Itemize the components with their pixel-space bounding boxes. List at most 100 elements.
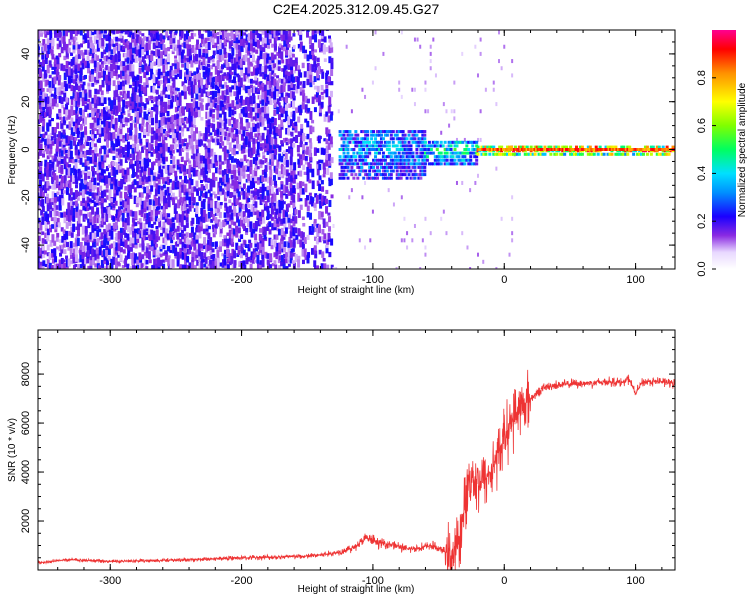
spectrogram-cell (352, 162, 356, 166)
spectrogram-cell (58, 109, 62, 117)
spectrogram-cell (620, 145, 624, 149)
spectrogram-cell (145, 148, 149, 156)
spectrogram-cell (330, 111, 334, 116)
spectrogram-cell (42, 92, 46, 99)
spectrogram-cell (231, 248, 235, 257)
spectrogram-cell (247, 122, 251, 129)
spectrogram-cell (51, 127, 55, 135)
spectrogram-cell (46, 110, 50, 117)
spectrogram-cell (51, 258, 55, 264)
spectrogram-cell (105, 139, 109, 148)
spectrogram-cell (74, 169, 78, 178)
spectrogram-cell (81, 237, 85, 241)
spectrogram-cell (231, 39, 235, 45)
spectrogram-cell (233, 144, 237, 149)
spectrogram-cell (98, 196, 102, 201)
spectrogram-cell (247, 209, 251, 218)
spectrogram-cell (188, 135, 192, 139)
spectrogram-cell (275, 206, 279, 215)
spectrogram-cell (461, 231, 464, 236)
spectrogram-cell (138, 252, 142, 261)
spectrogram-cell (282, 209, 286, 218)
spectrogram-cell (284, 110, 288, 120)
spectrogram-cell (47, 102, 51, 108)
spectrogram-cell (216, 141, 220, 146)
spectrogram-cell (405, 176, 409, 180)
spectrogram-cell (283, 38, 287, 47)
spectrogram-cell (91, 167, 95, 177)
spectrogram-cell (136, 174, 140, 179)
spectrogram-cell (38, 203, 41, 211)
spectrogram-cell (277, 128, 281, 136)
spectrogram-cell (119, 210, 123, 216)
spectrogram-cell (306, 30, 310, 32)
spectrogram-cell (244, 136, 248, 145)
spectrogram-cell (395, 148, 399, 151)
spectrogram-cell (68, 82, 72, 89)
spectrogram-cell (318, 159, 322, 163)
spectrogram-cell (91, 140, 95, 148)
spectrogram-cell (72, 121, 76, 127)
spectrogram-cell (209, 242, 213, 251)
spectrogram-cell (126, 148, 130, 158)
spectrogram-cell (172, 231, 176, 236)
spectrogram-cell (128, 153, 132, 158)
spectrogram-cell (266, 142, 270, 151)
spectrogram-cell (58, 90, 62, 96)
spectrogram-cell (59, 116, 63, 120)
spectrogram-cell (395, 267, 398, 269)
spectrogram-cell (92, 183, 96, 192)
spectrogram-cell (103, 198, 107, 203)
spectrogram-cell (231, 209, 235, 213)
spectrogram-cell (110, 161, 114, 165)
spectrogram-cell (134, 80, 138, 89)
spectrogram-cell (245, 174, 249, 178)
spectrogram-cell (258, 95, 262, 100)
spectrogram-cell (131, 257, 135, 266)
spectrogram-cell (395, 165, 399, 169)
spectrogram-cell (48, 185, 52, 189)
spectrogram-cell (172, 163, 176, 169)
spectrogram-cell (96, 214, 100, 224)
figure-title: C2E4.2025.312.09.45.G27 (273, 1, 440, 17)
spectrogram-cell (195, 212, 199, 218)
spectrogram-cell (129, 209, 133, 217)
spectrogram-cell (135, 196, 139, 204)
spectrogram-cell (246, 218, 250, 228)
spectrogram-cell (232, 39, 236, 49)
spectrogram-cell (160, 226, 164, 231)
spectrogram-cell (117, 252, 121, 258)
spectrogram-cell (288, 221, 292, 230)
spectrogram-cell (405, 155, 409, 159)
spectrogram-cell (266, 89, 270, 96)
spectrogram-cell (278, 114, 282, 121)
spectrogram-cell (328, 133, 332, 141)
spectrogram-cell (207, 68, 211, 77)
spectrogram-cell (223, 158, 227, 164)
spectrogram-cell (301, 30, 305, 32)
spectrogram-cell (39, 80, 43, 89)
spectrogram-cell (242, 99, 246, 106)
spectrogram-cell (322, 162, 326, 170)
spectrogram-cell (285, 58, 289, 66)
spectrogram-cell (256, 112, 260, 119)
spectrogram-cell (457, 140, 461, 144)
spectrogram-cell (129, 158, 133, 165)
spectrogram-cell (423, 158, 427, 162)
spectrogram-cell (113, 228, 117, 232)
spectrogram-cell (101, 71, 105, 76)
spectrogram-cell (148, 259, 152, 264)
spectrogram-cell (114, 46, 118, 51)
spectrogram-cell (153, 61, 157, 66)
spectrogram-cell (157, 34, 161, 40)
spectrogram-cell (39, 43, 43, 47)
spectrogram-cell (273, 132, 277, 139)
spectrogram-cell (214, 65, 218, 75)
spectrogram-cell (205, 213, 209, 222)
spectrogram-cell (178, 182, 182, 188)
spectrogram-cell (239, 217, 243, 227)
spectrogram-cell (379, 137, 383, 141)
spectrogram-cell (230, 255, 234, 264)
spectrogram-cell (193, 265, 197, 269)
spectrogram-cell (299, 137, 303, 145)
